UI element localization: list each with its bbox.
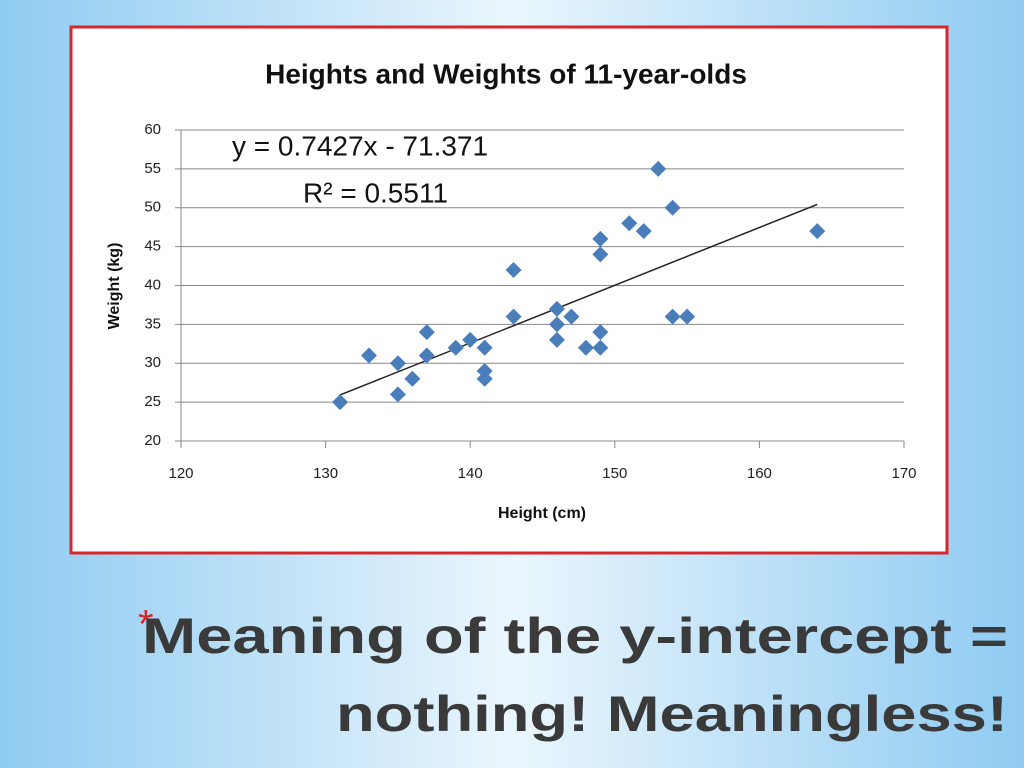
data-point [563, 308, 580, 325]
data-point [476, 370, 493, 387]
y-tick-label: 40 [144, 276, 161, 293]
data-point [418, 347, 435, 364]
data-point [505, 308, 522, 325]
data-point [577, 339, 594, 356]
data-point [505, 261, 522, 278]
slide-title-line: nothing! Meaningless! [336, 686, 1008, 742]
y-axis-label: Weight (kg) [106, 243, 123, 330]
chart-frame [69, 25, 949, 555]
data-point [389, 355, 406, 372]
trendline [339, 203, 818, 396]
data-point [664, 199, 681, 216]
y-tick-label: 35 [144, 315, 161, 332]
x-tick-label: 130 [313, 465, 338, 482]
y-tick-label: 50 [144, 199, 161, 216]
slide-title-line: Meaning of the y-intercept = [142, 608, 1008, 664]
data-point [462, 331, 479, 348]
data-point [404, 370, 421, 387]
x-tick-label: 150 [602, 465, 627, 482]
y-tick-label: 25 [144, 393, 161, 410]
data-point [592, 246, 609, 263]
data-point [389, 386, 406, 403]
data-point [548, 331, 565, 348]
data-point [621, 215, 638, 232]
y-tick-label: 60 [144, 121, 161, 138]
x-axis-label: Height (cm) [498, 505, 586, 522]
data-point [635, 223, 652, 240]
data-point [548, 316, 565, 333]
data-point [809, 223, 826, 240]
chart-title: Heights and Weights of 11-year-olds [265, 58, 747, 89]
data-point [476, 339, 493, 356]
data-point [592, 339, 609, 356]
data-point [418, 324, 435, 341]
data-point [360, 347, 377, 364]
data-point [447, 339, 464, 356]
x-tick-label: 140 [458, 465, 483, 482]
y-tick-label: 20 [144, 432, 161, 449]
data-point [664, 308, 681, 325]
data-point [332, 394, 349, 411]
bullet: * [138, 603, 154, 647]
r-squared: R² = 0.5511 [303, 177, 448, 208]
y-tick-label: 55 [144, 160, 161, 177]
data-point [592, 324, 609, 341]
y-tick-label: 30 [144, 354, 161, 371]
data-point [592, 230, 609, 247]
data-point [650, 160, 667, 177]
x-tick-label: 170 [891, 465, 916, 482]
x-tick-label: 120 [168, 465, 193, 482]
data-point [548, 300, 565, 317]
data-point [679, 308, 696, 325]
y-tick-label: 45 [144, 238, 161, 255]
equation: y = 0.7427x - 71.371 [232, 130, 488, 161]
x-tick-label: 160 [747, 465, 772, 482]
